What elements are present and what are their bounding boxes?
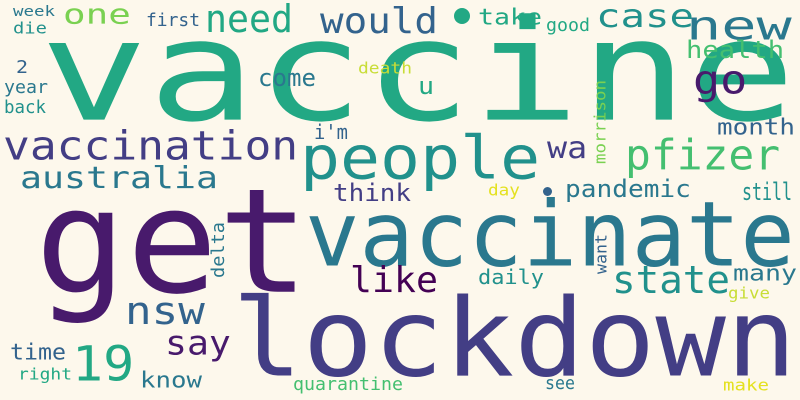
word-need: need	[205, 0, 293, 42]
word-vaccination: vaccination	[3, 122, 299, 170]
word-health: health	[686, 35, 785, 64]
word-many: many	[733, 260, 797, 286]
word-give: give	[728, 283, 770, 303]
word-delta: delta	[207, 221, 229, 278]
word-australia: australia	[20, 160, 218, 196]
word-still: still	[742, 177, 793, 206]
word-pandemic: pandemic	[565, 174, 691, 203]
word-die: die	[13, 18, 47, 38]
word-year: year	[4, 76, 48, 98]
word-2: 2	[16, 56, 29, 78]
word-want: want	[591, 234, 611, 274]
word-back: back	[4, 96, 46, 118]
word-know: know	[140, 367, 202, 393]
word-pfizer: pfizer	[625, 130, 781, 180]
word-19: 19	[72, 335, 135, 392]
word-time: time	[10, 339, 66, 365]
word-go: go	[693, 56, 748, 104]
dot-mark-blue	[543, 187, 552, 196]
word-good: good	[546, 14, 590, 36]
word-first: first	[146, 9, 201, 31]
word-get: get	[35, 156, 310, 327]
word-daily: daily	[478, 265, 545, 289]
word-see: see	[545, 372, 575, 394]
word-case: case	[596, 0, 694, 35]
word-one: one	[63, 0, 131, 31]
word-death: death	[358, 58, 413, 78]
word-lockdown: lockdown	[232, 275, 797, 400]
word-right: right	[18, 364, 73, 384]
word-new: new	[686, 2, 792, 50]
word-quarantine: quarantine	[293, 373, 404, 395]
word-state: state	[612, 257, 731, 303]
word-would: would	[320, 0, 439, 42]
dot-mark-teal	[454, 8, 470, 24]
word-vaccine: vaccine	[40, 0, 796, 154]
word-u: u	[418, 71, 435, 100]
word-day: day	[488, 180, 520, 200]
word-nsw: nsw	[125, 288, 205, 334]
word-say: say	[165, 322, 231, 363]
word-im: i'm	[314, 120, 348, 144]
word-wa: wa	[547, 130, 588, 166]
word-like: like	[350, 258, 438, 301]
word-take: take	[478, 4, 542, 30]
word-make: make	[723, 375, 769, 395]
word-people: people	[300, 122, 541, 193]
word-week: week	[13, 2, 55, 20]
word-think: think	[333, 178, 412, 207]
word-morrison: morrison	[590, 80, 610, 164]
word-come: come	[258, 63, 316, 92]
word-vaccinate: vaccinate	[305, 181, 795, 288]
word-month: month	[717, 114, 796, 140]
